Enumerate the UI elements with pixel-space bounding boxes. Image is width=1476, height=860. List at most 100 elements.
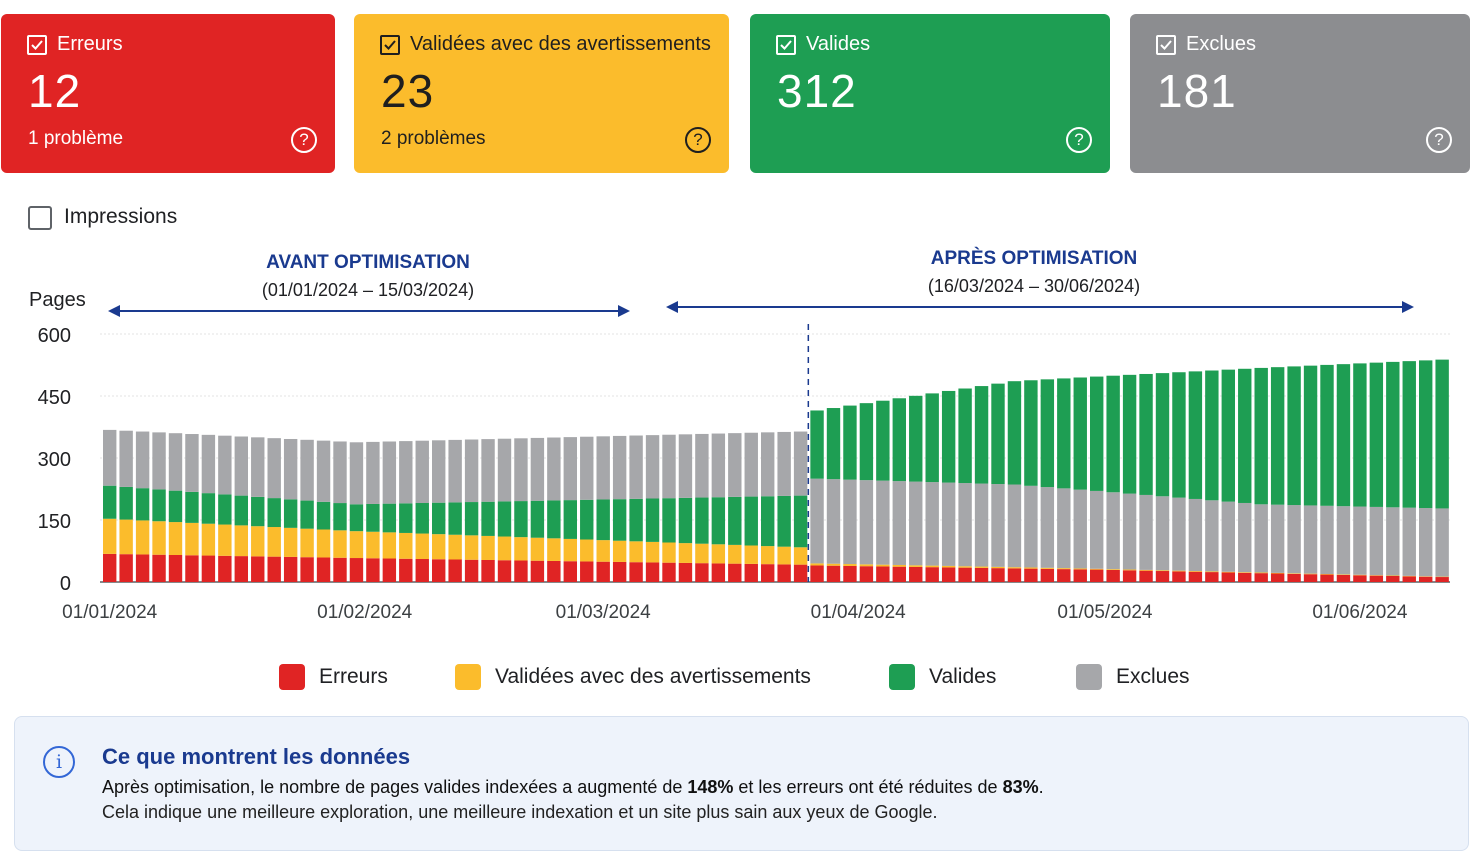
- card-subtitle: 1 problème: [28, 128, 124, 149]
- bar-erreurs: [1139, 570, 1153, 582]
- bar-exclues: [629, 435, 643, 499]
- bar-erreurs: [645, 562, 660, 582]
- bar-exclues: [991, 484, 1005, 567]
- legend-swatch: [1076, 664, 1102, 690]
- help-icon[interactable]: ?: [1066, 127, 1092, 153]
- bar-exclues: [612, 435, 627, 500]
- bar-valides: [1402, 361, 1416, 508]
- help-icon[interactable]: ?: [1426, 127, 1452, 153]
- card-erreurs[interactable]: Erreurs 12 1 problème ?: [1, 14, 335, 173]
- before-arrow-head-right: [618, 305, 630, 317]
- bar-exclues: [283, 438, 298, 500]
- bar-exclues: [103, 429, 117, 486]
- bar-erreurs: [1057, 569, 1071, 582]
- bar-valides: [1205, 370, 1219, 501]
- bar-valides: [366, 503, 380, 532]
- bar-exclues: [1435, 508, 1449, 577]
- bar-erreurs: [366, 558, 380, 582]
- bar-valides: [761, 496, 775, 547]
- bar-valides: [1024, 380, 1038, 486]
- bar-avertissements: [1040, 567, 1055, 569]
- bar-avertissements: [645, 541, 660, 563]
- bar-avertissements: [497, 536, 512, 561]
- card-exclues[interactable]: Exclues 181 ?: [1130, 14, 1470, 173]
- bar-exclues: [1369, 506, 1384, 576]
- bar-erreurs: [744, 563, 758, 582]
- bar-valides: [1172, 372, 1186, 498]
- bar-avertissements: [695, 543, 709, 564]
- impressions-checkbox[interactable]: [28, 206, 52, 230]
- bar-erreurs: [316, 557, 331, 582]
- bar-exclues: [267, 438, 281, 499]
- bar-exclues: [399, 441, 413, 504]
- bar-exclues: [1007, 484, 1022, 568]
- bar-avertissements: [941, 565, 956, 568]
- bar-exclues: [1303, 505, 1318, 574]
- bar-valides: [1320, 364, 1334, 506]
- help-icon[interactable]: ?: [685, 127, 711, 153]
- bar-erreurs: [1172, 571, 1186, 582]
- bar-avertissements: [103, 518, 117, 554]
- card-valides[interactable]: Valides 312 ?: [750, 14, 1110, 173]
- bar-erreurs: [1007, 568, 1022, 582]
- bar-valides: [201, 493, 216, 524]
- bar-erreurs: [530, 560, 545, 582]
- bar-exclues: [744, 432, 758, 497]
- legend-swatch: [279, 664, 305, 690]
- bar-erreurs: [909, 566, 923, 582]
- bar-exclues: [1238, 502, 1252, 573]
- checkbox-icon[interactable]: [776, 35, 796, 55]
- bar-exclues: [1221, 501, 1235, 572]
- checkbox-icon[interactable]: [27, 35, 47, 55]
- bar-erreurs: [580, 561, 594, 582]
- bar-erreurs: [152, 554, 166, 582]
- bar-valides: [432, 502, 446, 535]
- bar-erreurs: [201, 555, 216, 582]
- bar-erreurs: [185, 555, 199, 582]
- insight-panel: i Ce que montrent les données Après opti…: [14, 716, 1469, 851]
- bar-exclues: [909, 481, 923, 566]
- bar-valides: [497, 501, 512, 537]
- checkbox-icon[interactable]: [380, 35, 400, 55]
- bar-valides: [744, 496, 758, 546]
- bar-erreurs: [1287, 573, 1301, 582]
- card-avertissements[interactable]: Validées avec des avertissements 23 2 pr…: [354, 14, 729, 173]
- bar-valides: [1057, 378, 1071, 489]
- bar-erreurs: [793, 564, 808, 582]
- help-icon[interactable]: ?: [291, 127, 317, 153]
- bar-avertissements: [1238, 572, 1252, 573]
- bar-avertissements: [1090, 568, 1104, 570]
- bar-exclues: [941, 482, 956, 566]
- bar-valides: [547, 500, 561, 539]
- bar-valides: [464, 502, 479, 536]
- checkbox-icon[interactable]: [1156, 35, 1176, 55]
- bar-avertissements: [1205, 571, 1219, 573]
- bar-exclues: [481, 439, 495, 502]
- bar-exclues: [777, 431, 791, 496]
- bar-erreurs: [612, 561, 627, 582]
- bar-avertissements: [1336, 574, 1351, 575]
- bar-valides: [1106, 375, 1120, 493]
- bar-avertissements: [892, 564, 906, 567]
- bar-avertissements: [596, 540, 610, 562]
- bar-avertissements: [1172, 570, 1186, 572]
- bar-avertissements: [547, 538, 561, 561]
- bar-exclues: [119, 430, 133, 487]
- bar-erreurs: [448, 559, 462, 582]
- bar-exclues: [826, 479, 841, 564]
- bar-avertissements: [218, 524, 232, 556]
- bar-valides: [563, 500, 577, 539]
- bar-avertissements: [925, 565, 939, 568]
- chart-legend: Erreurs Validées avec des avertissements…: [0, 662, 1476, 694]
- bar-avertissements: [448, 534, 462, 560]
- bar-exclues: [415, 440, 429, 504]
- bar-valides: [1254, 367, 1268, 505]
- bar-avertissements: [185, 522, 199, 556]
- bar-valides: [629, 498, 643, 542]
- bar-exclues: [201, 434, 216, 494]
- bar-erreurs: [711, 563, 726, 582]
- bar-valides: [135, 488, 150, 521]
- bar-avertissements: [1073, 568, 1087, 570]
- bar-erreurs: [333, 557, 347, 582]
- bar-exclues: [1172, 497, 1186, 571]
